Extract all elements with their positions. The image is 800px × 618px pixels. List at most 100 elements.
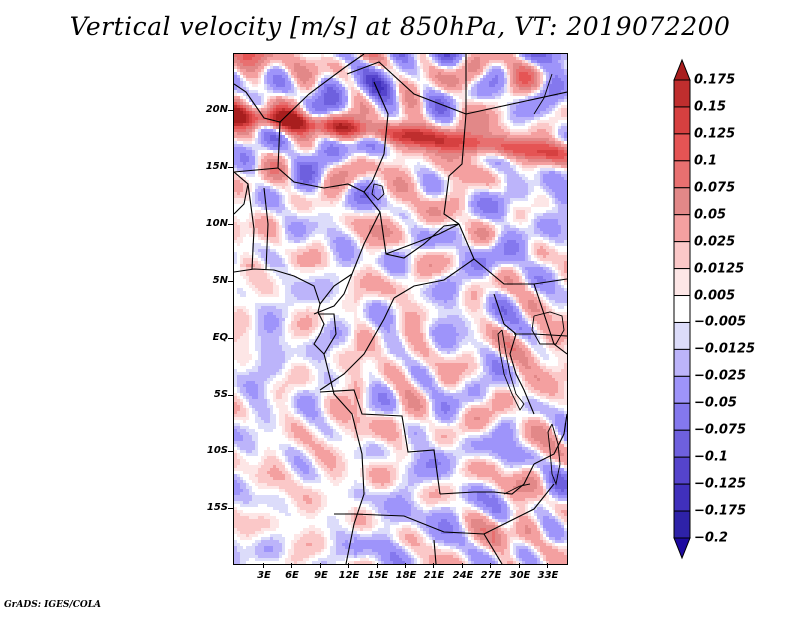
lake-victoria <box>531 311 565 345</box>
colorbar-segment <box>673 160 691 189</box>
colorbar-label: −0.0125 <box>694 341 756 357</box>
colorbar-arrow-top <box>673 58 691 81</box>
border-uganda-rwanda <box>493 293 535 415</box>
x-tick-mark <box>348 563 349 568</box>
border-mali-niger <box>234 121 281 173</box>
colorbar-label: 0.005 <box>694 288 736 304</box>
colorbar-label: 0.1 <box>694 153 718 169</box>
y-tick-mark <box>228 338 234 339</box>
colorbar-segment <box>673 321 691 350</box>
colorbar-label: −0.2 <box>694 530 728 546</box>
y-tick-label: 5S <box>213 389 228 400</box>
colorbar-label: −0.075 <box>694 422 747 438</box>
x-tick-mark <box>291 563 292 568</box>
border-botswana <box>433 539 437 564</box>
map-plot-area <box>234 54 567 564</box>
border-niger-libya <box>346 54 467 115</box>
x-tick-label: 15E <box>367 570 389 581</box>
y-tick-mark <box>228 167 234 168</box>
y-tick-label: 15N <box>205 161 228 172</box>
border-algeria-niger <box>234 54 365 123</box>
y-tick-label: 5N <box>212 275 228 286</box>
lake-malawi <box>547 423 561 486</box>
x-tick-mark <box>490 563 491 568</box>
colorbar-label: −0.1 <box>694 449 728 465</box>
vertical-velocity-field <box>234 54 567 564</box>
border-car-drc <box>393 258 475 299</box>
lake-nasser <box>533 73 553 115</box>
border-chad-car <box>385 223 460 255</box>
border-nigeria-cameroon <box>319 191 381 305</box>
colorbar <box>673 58 691 560</box>
colorbar-segment <box>673 268 691 297</box>
colorbar-label: 0.125 <box>694 126 736 142</box>
colorbar-segment <box>673 429 691 458</box>
border-zimbabwe <box>483 533 503 564</box>
x-tick-mark <box>377 563 378 568</box>
y-tick-mark <box>228 451 234 452</box>
border-togo-ghana <box>247 183 255 270</box>
y-tick-label: 15S <box>206 502 228 513</box>
colorbar-label: 0.075 <box>694 180 736 196</box>
coastline-west-africa <box>234 268 321 313</box>
lake-tanganyika <box>497 329 525 411</box>
colorbar-segment <box>673 456 691 485</box>
border-zambia-south <box>353 483 555 535</box>
colorbar-arrow-bottom <box>673 537 691 560</box>
colorbar-label: 0.05 <box>694 207 727 223</box>
colorbar-segment <box>673 106 691 135</box>
lake-chad <box>371 183 385 201</box>
x-tick-mark <box>405 563 406 568</box>
border-kenya <box>533 283 567 355</box>
lake-kariba <box>503 483 531 495</box>
border-drc-angola <box>319 389 441 495</box>
colorbar-label: −0.05 <box>694 395 737 411</box>
colorbar-segment <box>673 187 691 216</box>
colorbar-label: 0.15 <box>694 99 727 115</box>
y-tick-label: 10S <box>206 445 228 456</box>
border-tanzania <box>514 333 567 337</box>
y-tick-mark <box>228 110 234 111</box>
country-borders <box>234 54 567 564</box>
colorbar-label: −0.025 <box>694 368 747 384</box>
y-tick-mark <box>228 395 234 396</box>
colorbar-label: −0.005 <box>694 314 747 330</box>
border-gabon-congo <box>318 313 337 355</box>
x-tick-mark <box>462 563 463 568</box>
x-tick-label: 30E <box>509 570 531 581</box>
y-tick-label: EQ <box>212 332 228 343</box>
colorbar-segment <box>673 295 691 323</box>
border-niger-chad <box>363 81 389 193</box>
colorbar-segment <box>673 375 691 404</box>
colorbar-segment <box>673 214 691 243</box>
y-tick-mark <box>228 281 234 282</box>
x-tick-mark <box>263 563 264 568</box>
border-burkina <box>234 171 249 215</box>
border-cameroon-congo <box>313 273 353 315</box>
y-tick-label: 10N <box>205 218 228 229</box>
border-chad-sudan <box>443 113 467 225</box>
x-tick-label: 24E <box>452 570 474 581</box>
x-tick-label: 33E <box>537 570 559 581</box>
x-tick-mark <box>320 563 321 568</box>
colorbar-segment <box>673 133 691 162</box>
x-tick-label: 21E <box>423 570 445 581</box>
colorbar-segment <box>673 483 691 512</box>
colorbar-segment <box>673 79 691 108</box>
y-tick-label: 20N <box>205 104 228 115</box>
x-tick-mark <box>519 563 520 568</box>
x-tick-label: 6E <box>285 570 299 581</box>
grads-credit: GrADS: IGES/COLA <box>4 600 102 610</box>
border-congo-drc <box>319 297 395 391</box>
colorbar-label: −0.125 <box>694 476 747 492</box>
colorbar-segment <box>673 510 691 539</box>
y-tick-mark <box>228 224 234 225</box>
chart-title: Vertical velocity [m/s] at 850hPa, VT: 2… <box>69 12 731 41</box>
colorbar-label: 0.175 <box>694 72 736 88</box>
x-tick-label: 3E <box>257 570 271 581</box>
coastline-gulf-guinea <box>313 311 365 564</box>
colorbar-segment <box>673 241 691 270</box>
colorbar-segment <box>673 402 691 431</box>
colorbar-label: −0.175 <box>694 503 747 519</box>
y-tick-mark <box>228 508 234 509</box>
